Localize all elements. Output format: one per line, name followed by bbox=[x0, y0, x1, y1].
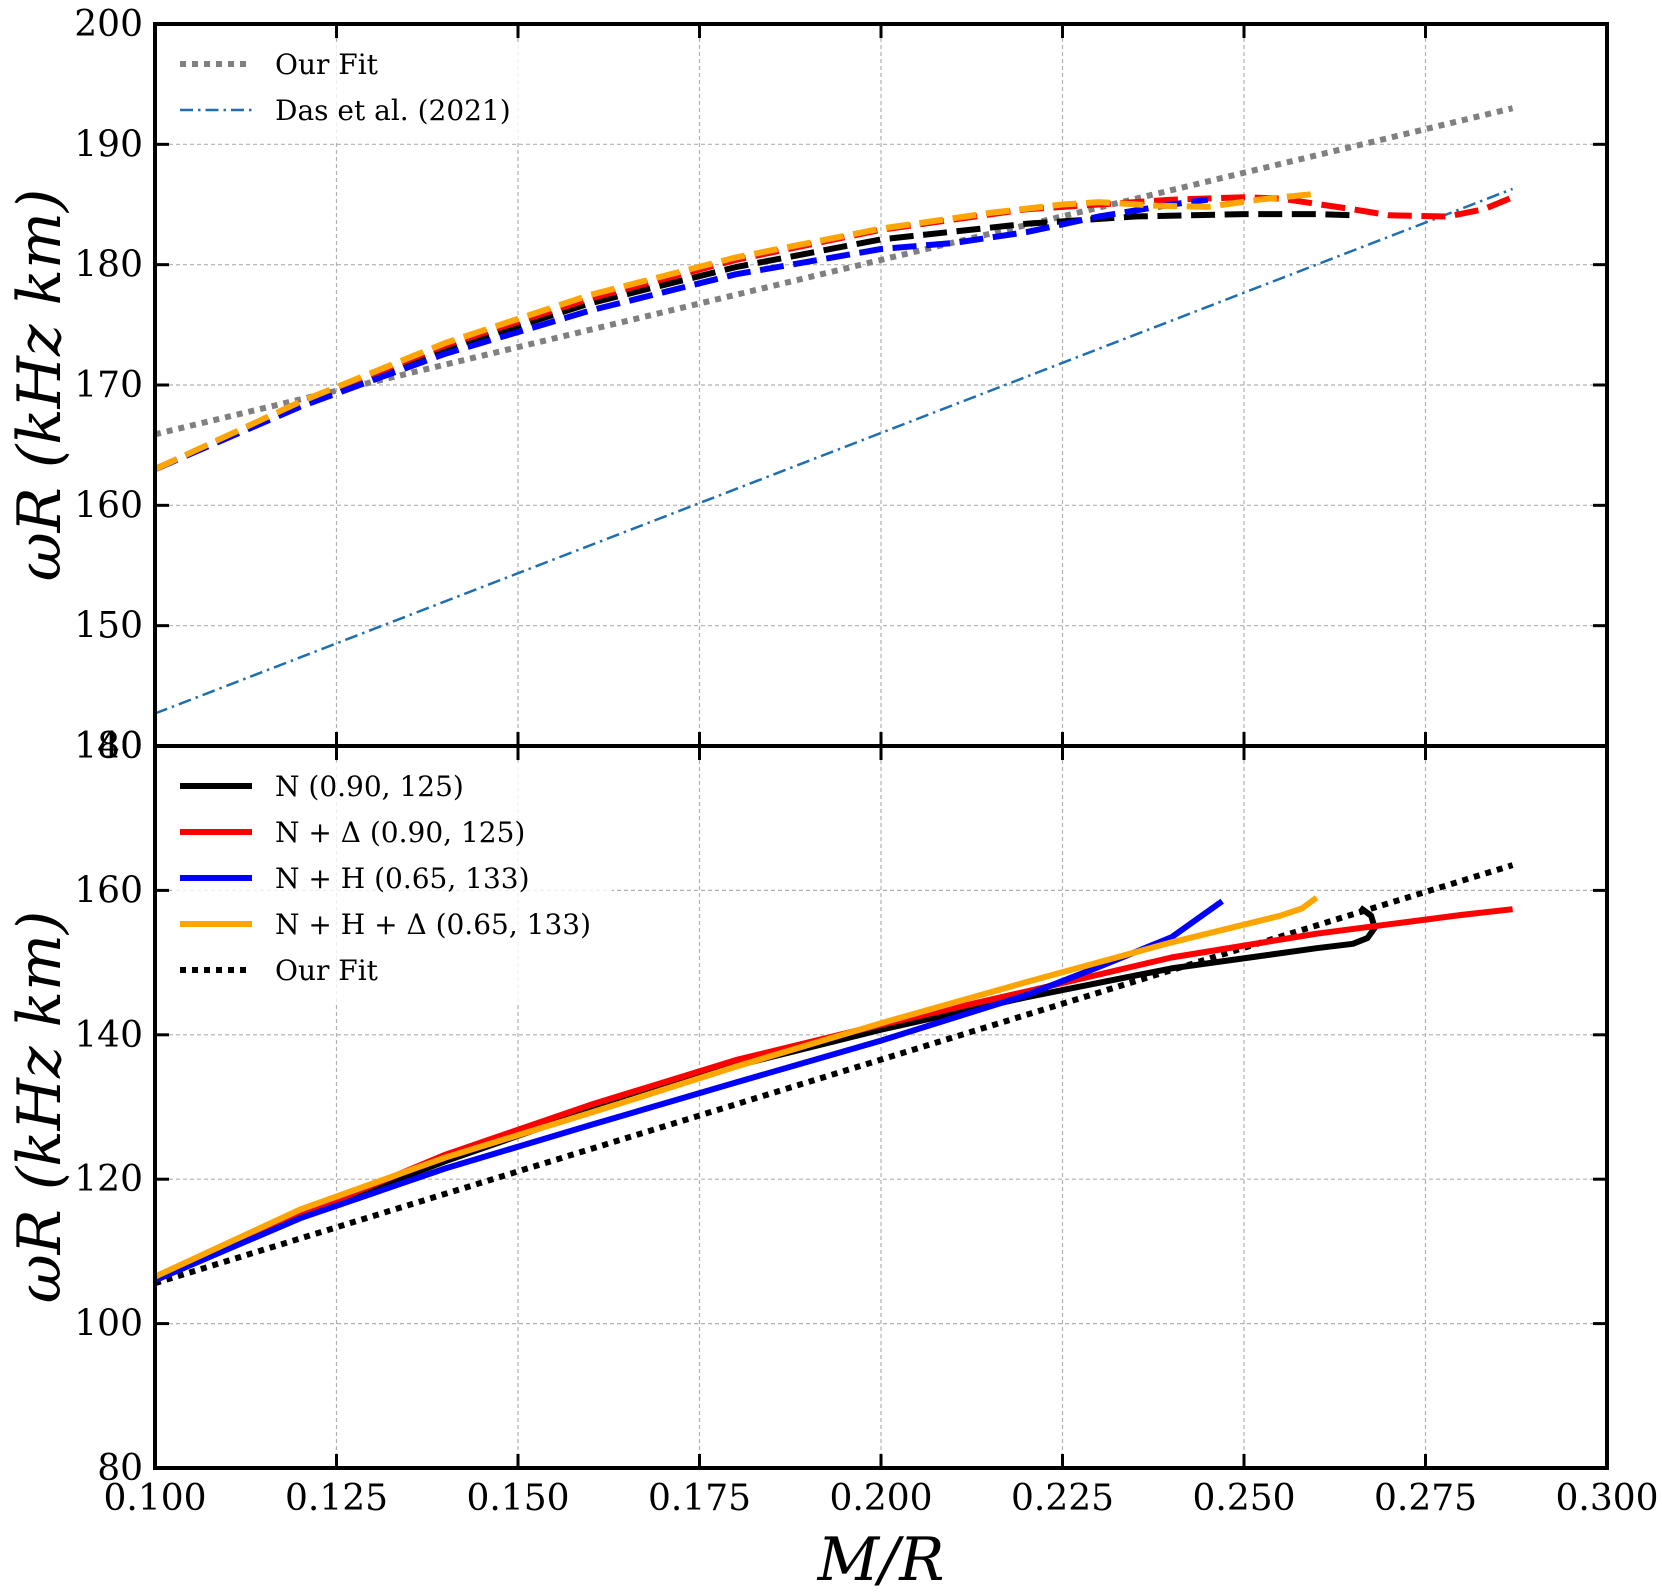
top-grid bbox=[155, 24, 1607, 746]
bottom-legend: N (0.90, 125) N + Δ (0.90, 125) N + H (0.6… bbox=[172, 762, 612, 1002]
legend-label: N + Δ (0.90, 125) bbox=[275, 816, 525, 849]
y-tick-label: 190 bbox=[74, 124, 143, 165]
y-tick-label: 160 bbox=[74, 870, 143, 911]
bottom-y-axis-title: ωR (kHz km) bbox=[5, 911, 75, 1304]
y-tick-label: 100 bbox=[74, 1304, 143, 1345]
legend-label: N + H (0.65, 133) bbox=[275, 862, 530, 895]
top-y-tick-labels: 140 150 160 170 180 190 200 bbox=[74, 4, 143, 767]
x-tick-label: 0.150 bbox=[466, 1478, 569, 1519]
series-line bbox=[155, 211, 1353, 472]
top-series bbox=[155, 105, 1514, 715]
top-ticks bbox=[153, 22, 1609, 748]
series-line bbox=[155, 895, 1319, 1280]
y-tick-label: 160 bbox=[74, 485, 143, 526]
x-tick-labels: 0.100 0.125 0.150 0.175 0.200 0.225 0.250 0.275… bbox=[103, 1478, 1658, 1519]
legend-label: Das et al. (2021) bbox=[275, 94, 511, 127]
bottom-series bbox=[155, 862, 1514, 1287]
x-tick-label: 0.300 bbox=[1555, 1478, 1658, 1519]
y-tick-label: 80 bbox=[97, 1448, 143, 1489]
legend-label: Our Fit bbox=[275, 954, 379, 987]
bottom-ticks bbox=[153, 744, 1609, 1470]
top-y-axis-title: ωR (kHz km) bbox=[5, 189, 75, 582]
series-line bbox=[155, 190, 1317, 472]
x-tick-label: 0.100 bbox=[103, 1478, 206, 1519]
series-line bbox=[155, 196, 1209, 472]
series-line bbox=[155, 862, 1514, 1287]
x-tick-label: 0.200 bbox=[829, 1478, 932, 1519]
x-tick-label: 0.275 bbox=[1374, 1478, 1477, 1519]
top-legend: Our Fit Das et al. (2021) bbox=[172, 42, 520, 142]
x-tick-label: 0.225 bbox=[1011, 1478, 1114, 1519]
y-tick-label: 140 bbox=[74, 1015, 143, 1056]
legend-label: N (0.90, 125) bbox=[275, 770, 464, 803]
x-tick-label: 0.175 bbox=[648, 1478, 751, 1519]
x-axis-title: M/R bbox=[817, 1525, 945, 1595]
x-tick-label: 0.125 bbox=[285, 1478, 388, 1519]
y-tick-label: 140 bbox=[74, 726, 143, 767]
y-tick-label: 200 bbox=[74, 4, 143, 45]
legend-label: Our Fit bbox=[275, 48, 379, 81]
y-tick-label: 120 bbox=[74, 1159, 143, 1200]
y-tick-label: 180 bbox=[74, 726, 143, 767]
legend-label: N + H + Δ (0.65, 133) bbox=[275, 908, 591, 941]
y-tick-label: 150 bbox=[74, 606, 143, 647]
top-legend-box bbox=[172, 42, 520, 142]
bottom-y-tick-labels: 80 100 120 140 160 180 bbox=[74, 726, 143, 1489]
y-tick-label: 170 bbox=[74, 365, 143, 406]
y-tick-label: 180 bbox=[74, 245, 143, 286]
series-line bbox=[155, 194, 1514, 472]
bottom-legend-box bbox=[172, 762, 612, 1002]
x-tick-label: 0.250 bbox=[1192, 1478, 1295, 1519]
